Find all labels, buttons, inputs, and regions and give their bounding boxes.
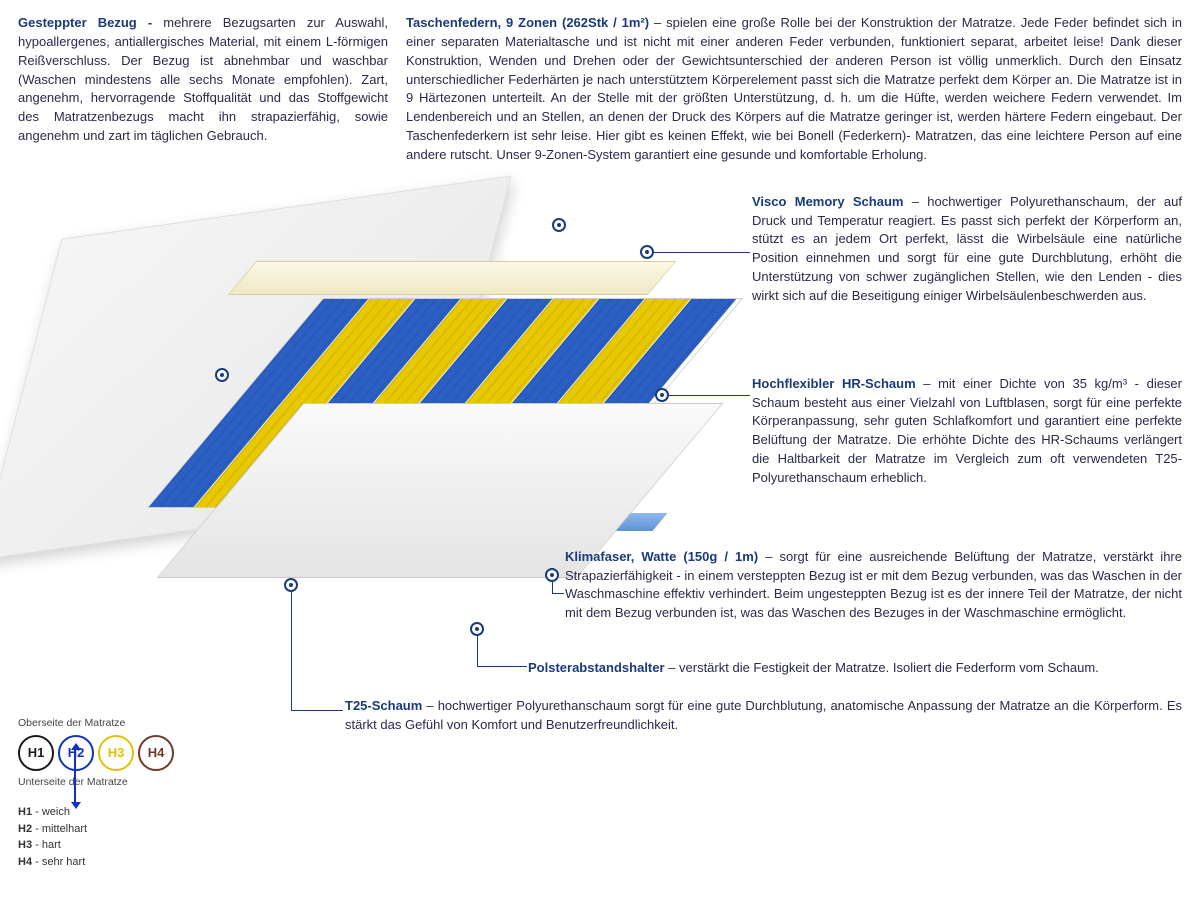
springs-title: Taschenfedern, 9 Zonen (262Stk / 1m²) bbox=[406, 15, 654, 30]
klima-title: Klimafaser, Watte (150g / 1m) bbox=[565, 549, 758, 564]
hardness-h4: H4 bbox=[138, 735, 174, 771]
legend-bot-label: Unterseite der Matratze bbox=[18, 775, 248, 790]
arrow-vertical-icon bbox=[74, 749, 76, 803]
cover-title: Gesteppter Bezug - bbox=[18, 15, 163, 30]
top-text-row: Gesteppter Bezug - mehrere Bezugsarten z… bbox=[0, 0, 1200, 165]
t25-body: – hochwertiger Polyurethanschaum sorgt f… bbox=[345, 698, 1182, 732]
marker-klima bbox=[545, 568, 559, 582]
springs-description: Taschenfedern, 9 Zonen (262Stk / 1m²) – … bbox=[406, 14, 1182, 165]
callout-hr: Hochflexibler HR-Schaum – mit einer Dich… bbox=[752, 375, 1182, 488]
visco-body: – hochwertiger Polyurethanschaum, der au… bbox=[752, 194, 1182, 303]
marker-polster bbox=[470, 622, 484, 636]
callout-t25: T25-Schaum – hochwertiger Polyurethansch… bbox=[345, 697, 1182, 735]
hardness-legend: Oberseite der Matratze H1 H2 H3 H4 Unter… bbox=[18, 716, 248, 870]
callout-klima: Klimafaser, Watte (150g / 1m) – sorgt fü… bbox=[565, 548, 1182, 623]
mattress-diagram: Visco Memory Schaum – hochwertiger Polyu… bbox=[0, 173, 1200, 733]
t25-title: T25-Schaum bbox=[345, 698, 422, 713]
hr-title: Hochflexibler HR-Schaum bbox=[752, 376, 916, 391]
cover-body: mehrere Bezugsarten zur Auswahl, hypoall… bbox=[18, 15, 388, 143]
legend-keys: H1 - weich H2 - mittelhart H3 - hart H4 … bbox=[18, 804, 248, 870]
marker-springs-top bbox=[552, 218, 566, 232]
marker-cover bbox=[215, 368, 229, 382]
polster-title: Polsterabstandshalter bbox=[528, 660, 665, 675]
leader-hr bbox=[669, 395, 750, 396]
marker-visco bbox=[640, 245, 654, 259]
foam-top-layer bbox=[228, 261, 677, 295]
marker-t25 bbox=[284, 578, 298, 592]
cover-description: Gesteppter Bezug - mehrere Bezugsarten z… bbox=[18, 14, 388, 165]
springs-body: – spielen eine große Rolle bei der Konst… bbox=[406, 15, 1182, 162]
callout-visco: Visco Memory Schaum – hochwertiger Polyu… bbox=[752, 193, 1182, 306]
hr-body: – mit einer Dichte von 35 kg/m³ - dieser… bbox=[752, 376, 1182, 485]
visco-title: Visco Memory Schaum bbox=[752, 194, 903, 209]
hardness-h2: H2 bbox=[58, 735, 94, 771]
legend-top-label: Oberseite der Matratze bbox=[18, 716, 248, 731]
hardness-h3: H3 bbox=[98, 735, 134, 771]
callout-polster: Polsterabstandshalter – verstärkt die Fe… bbox=[528, 659, 1182, 678]
leader-visco bbox=[654, 252, 750, 253]
marker-hr bbox=[655, 388, 669, 402]
polster-body: – verstärkt die Festigkeit der Matratze.… bbox=[668, 660, 1099, 675]
hardness-h1: H1 bbox=[18, 735, 54, 771]
